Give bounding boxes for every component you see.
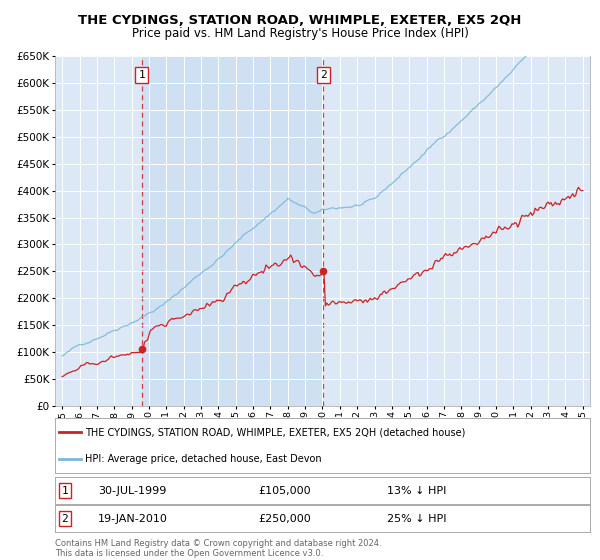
Text: Contains HM Land Registry data © Crown copyright and database right 2024.
This d: Contains HM Land Registry data © Crown c… [55,539,382,558]
Bar [142,56,323,406]
Text: Price paid vs. HM Land Registry's House Price Index (HPI): Price paid vs. HM Land Registry's House … [131,27,469,40]
Text: THE CYDINGS, STATION ROAD, WHIMPLE, EXETER, EX5 2QH (detached house): THE CYDINGS, STATION ROAD, WHIMPLE, EXET… [85,427,465,437]
Text: HPI: Average price, detached house, East Devon: HPI: Average price, detached house, East… [85,455,321,464]
Text: £105,000: £105,000 [259,486,311,496]
Text: 19-JAN-2010: 19-JAN-2010 [98,514,168,524]
Text: THE CYDINGS, STATION ROAD, WHIMPLE, EXETER, EX5 2QH: THE CYDINGS, STATION ROAD, WHIMPLE, EXET… [79,14,521,27]
Text: 1: 1 [138,70,145,80]
Text: 2: 2 [61,514,68,524]
Text: 13% ↓ HPI: 13% ↓ HPI [386,486,446,496]
Text: £250,000: £250,000 [259,514,311,524]
Text: 1: 1 [61,486,68,496]
Text: 30-JUL-1999: 30-JUL-1999 [98,486,166,496]
Text: 25% ↓ HPI: 25% ↓ HPI [386,514,446,524]
Text: 2: 2 [320,70,327,80]
